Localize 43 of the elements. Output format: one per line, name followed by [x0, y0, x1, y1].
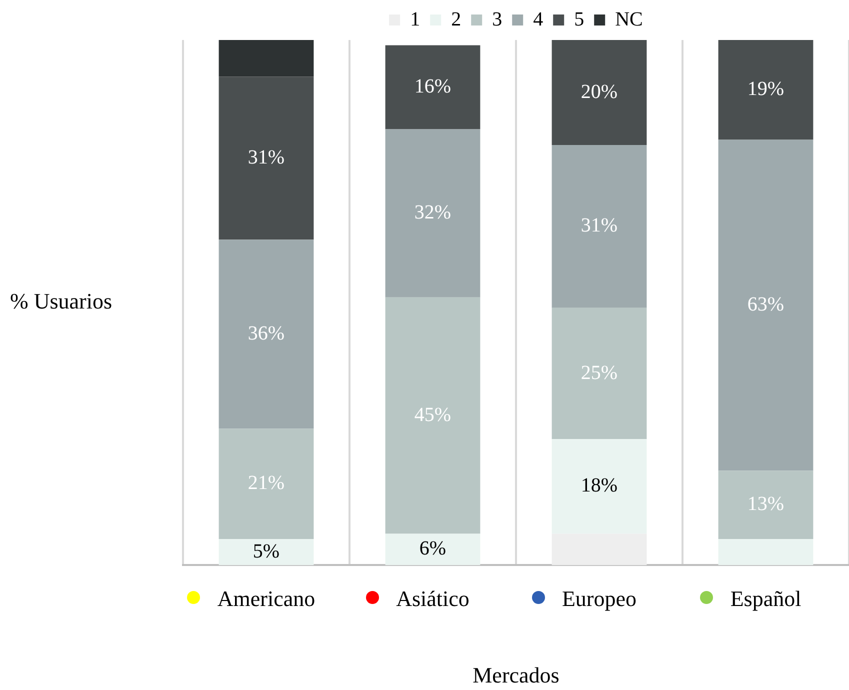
- data-label: 18%: [580, 474, 618, 497]
- y-axis-title: % Usuarios: [10, 288, 112, 314]
- legend-label: 3: [492, 8, 502, 30]
- x-tick-label: Español: [730, 586, 802, 612]
- legend-label: 1: [410, 8, 420, 30]
- data-label: 25%: [580, 362, 618, 384]
- bar: [718, 538, 814, 566]
- legend-label: 5: [574, 8, 584, 30]
- data-label: 19%: [747, 78, 784, 100]
- bar: [385, 297, 480, 534]
- data-label: 5%: [252, 540, 280, 562]
- data-label: 13%: [747, 493, 784, 516]
- data-label: 21%: [248, 472, 285, 494]
- x-tick-label: Asiático: [396, 586, 470, 612]
- x-axis-title: Mercados: [472, 662, 560, 688]
- data-label: 20%: [580, 80, 618, 103]
- data-label: 63%: [747, 293, 784, 316]
- data-label: 6%: [419, 538, 446, 560]
- x-tick-label: Europeo: [562, 586, 637, 612]
- bar: [385, 129, 480, 298]
- data-label: 45%: [414, 404, 452, 426]
- bar: [718, 140, 814, 471]
- data-label: 32%: [414, 202, 452, 224]
- bar: [718, 40, 814, 140]
- data-label: 36%: [248, 322, 285, 344]
- x-tick-label: Americano: [217, 586, 316, 612]
- data-label: 31%: [580, 214, 618, 237]
- bar: [552, 145, 647, 308]
- data-label: 31%: [248, 146, 285, 168]
- bar: [218, 428, 314, 539]
- legend-label: 4: [533, 8, 544, 30]
- bar: [218, 40, 314, 77]
- bar: [218, 240, 314, 429]
- legend-label: 2: [451, 8, 462, 30]
- data-label: 16%: [414, 76, 452, 98]
- bar: [218, 76, 314, 240]
- bar: [718, 470, 814, 539]
- bar: [552, 40, 647, 146]
- bar: [385, 534, 480, 566]
- bar: [385, 45, 480, 130]
- bar: [552, 308, 647, 440]
- legend-label: NC: [615, 8, 643, 30]
- bar: [218, 538, 314, 566]
